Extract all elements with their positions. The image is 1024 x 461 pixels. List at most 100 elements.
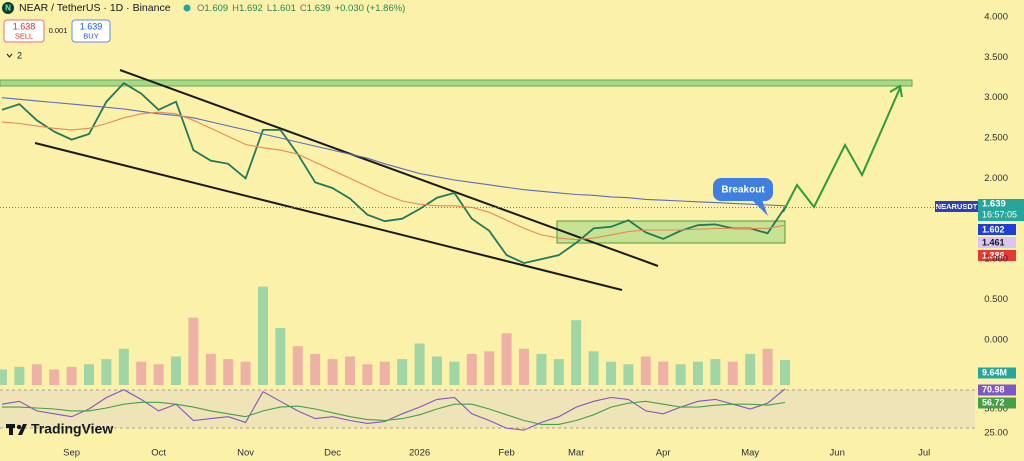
symbol-tag: [935, 201, 978, 212]
indicator-tag: [978, 250, 1016, 261]
series-line: [1, 81, 786, 265]
ohlc-value: 1.639: [307, 3, 331, 14]
x-tick-label: Jul: [918, 448, 930, 459]
volume-bar: [275, 328, 286, 385]
projection-arrowhead: [889, 84, 903, 98]
volume-bar: [136, 361, 147, 385]
series-line: [2, 400, 786, 425]
projection-path: [782, 87, 901, 213]
volume-bar: [762, 348, 773, 385]
buy-price: 1.639: [80, 21, 103, 31]
volume-bar: [623, 364, 634, 385]
symbol-icon-glyph: N: [5, 4, 11, 13]
y-tick-label: 3.500: [984, 52, 1008, 63]
volume-bar: [223, 359, 234, 385]
buy-button[interactable]: [71, 19, 111, 43]
volume-bar: [258, 286, 268, 385]
indicators-chevron[interactable]: [6, 53, 13, 58]
resistance-zone: [0, 79, 913, 87]
indicators-count[interactable]: 2: [17, 50, 22, 60]
volume-bar: [519, 348, 529, 385]
symbol-title[interactable]: NEAR / TetherUS · 1D · Binance: [19, 2, 171, 14]
y-tick-label: 0.000: [984, 334, 1008, 345]
volume-bar: [171, 356, 181, 385]
volume-bar: [379, 361, 390, 385]
sell-price: 1.638: [13, 21, 36, 31]
volume-bar: [327, 359, 338, 385]
volume-bar: [466, 353, 477, 385]
watermark-text: TradingView: [31, 421, 113, 437]
value-tag-text: 70.98: [982, 384, 1005, 394]
x-tick-label: 2026: [409, 448, 430, 459]
y-tick-label: 0.500: [984, 294, 1008, 305]
volume-bar: [536, 353, 547, 385]
callout-box: [713, 178, 773, 201]
wedge-lower-line: [34, 142, 623, 291]
x-tick-label: Oct: [151, 448, 166, 459]
volume-bar: [14, 366, 25, 385]
y-tick-label: 2.000: [984, 173, 1008, 184]
indicator-tag-text: 1.602: [982, 224, 1005, 234]
ohlc-value: 1.601: [272, 3, 296, 14]
ohlc-value: 1.692: [239, 3, 263, 14]
volume-bar: [101, 359, 112, 385]
symbol-icon: [2, 2, 14, 14]
value-tag-text: 9.64M: [982, 367, 1007, 377]
volume-bar: [188, 317, 199, 385]
ohlc-key: L: [267, 3, 272, 14]
volume-bar: [693, 361, 703, 385]
spread: 0.001: [49, 26, 68, 35]
volume-bar: [432, 356, 442, 385]
value-tag-text: 56.72: [982, 397, 1005, 407]
sell-button[interactable]: [3, 19, 45, 43]
buy-label: BUY: [83, 31, 98, 40]
y-tick-label: 4.000: [984, 11, 1008, 22]
symbol-tag-text: NEARUSDT: [936, 202, 978, 211]
volume-bar: [397, 359, 408, 385]
x-tick-label: Feb: [498, 448, 514, 459]
x-tick-label: Dec: [324, 448, 341, 459]
volume-bar: [84, 364, 94, 385]
callout-text: Breakout: [721, 185, 765, 196]
last-price-tag: [978, 199, 1024, 221]
volume-bar: [345, 356, 355, 385]
market-status-dot: [183, 4, 191, 12]
y-tick-label: 2.500: [984, 133, 1008, 144]
volume-bar: [240, 361, 251, 385]
volume-bar: [449, 361, 460, 385]
countdown: 16:57:05: [982, 209, 1017, 219]
sell-label: SELL: [15, 31, 33, 40]
indicator-tag: [978, 237, 1016, 248]
value-tag: [978, 367, 1016, 379]
volume-bar: [553, 359, 564, 385]
volume-bar: [66, 366, 77, 385]
ohlc-key: C: [300, 3, 307, 14]
x-tick-label: Apr: [656, 448, 671, 459]
indicator-tag-text: 1.386: [982, 250, 1005, 260]
indicator-tag: [978, 224, 1016, 235]
volume-bar: [484, 351, 495, 385]
y-tick-label: 25.00: [984, 428, 1008, 439]
volume-bar: [588, 351, 599, 385]
x-tick-label: Mar: [568, 448, 584, 459]
x-tick-label: Nov: [237, 448, 254, 459]
volume-bar: [727, 361, 738, 385]
volume-bar: [571, 320, 582, 385]
value-tag: [978, 384, 1016, 396]
volume-bar: [414, 343, 425, 385]
wedge-upper-line: [119, 69, 659, 267]
value-tag: [978, 397, 1016, 409]
volume-bar: [501, 333, 512, 385]
ohlc-key: O: [197, 3, 204, 14]
y-tick-label: 3.000: [984, 92, 1008, 103]
ohlc-key: H: [232, 3, 239, 14]
volume-bar: [205, 353, 216, 385]
y-tick-label: 50.00: [984, 404, 1008, 415]
ohlc-value: 1.609: [204, 3, 228, 14]
volume-bar: [640, 356, 651, 385]
y-tick-label: 1.000: [984, 254, 1008, 265]
volume-bar: [292, 346, 303, 385]
ohlc: O1.609 H1.692 L1.601 C1.639 +0.030 (+1.86%): [197, 3, 405, 14]
